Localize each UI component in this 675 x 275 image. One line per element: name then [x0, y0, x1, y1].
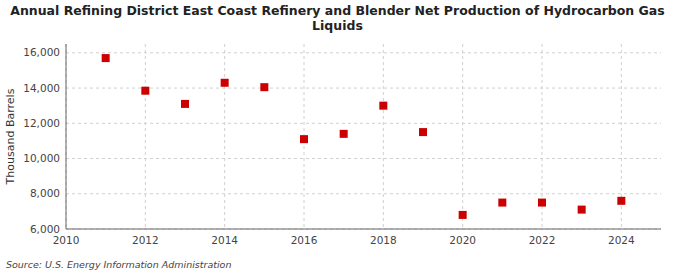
scatter-point — [538, 199, 546, 207]
scatter-point — [181, 100, 189, 108]
y-tick-label: 6,000 — [30, 223, 60, 235]
x-tick-label: 2022 — [529, 234, 556, 246]
source-note: Source: U.S. Energy Information Administ… — [6, 259, 231, 270]
y-tick-label: 16,000 — [23, 46, 60, 58]
scatter-point — [379, 102, 387, 110]
y-grid-line — [66, 229, 661, 230]
chart: Annual Refining District East Coast Refi… — [0, 0, 675, 275]
scatter-point — [578, 206, 586, 214]
scatter-point — [300, 135, 308, 143]
scatter-point — [419, 128, 427, 136]
scatter-point — [141, 87, 149, 95]
x-tick-label: 2016 — [291, 234, 318, 246]
y-tick-label: 8,000 — [30, 187, 60, 199]
x-axis-line — [66, 229, 661, 230]
y-tick-label: 14,000 — [23, 82, 60, 94]
scatter-point — [102, 54, 110, 62]
y-grid-line — [66, 193, 661, 194]
chart-container: Annual Refining District East Coast Refi… — [0, 0, 675, 275]
x-tick-label: 2024 — [608, 234, 635, 246]
y-grid-line — [66, 88, 661, 89]
x-tick-label: 2014 — [211, 234, 238, 246]
axes: 6,000 8,000 10,000 12,000 14,000 16,000 2010 20… — [23, 44, 661, 246]
scatter-point — [498, 199, 506, 207]
x-tick-label: 2018 — [370, 234, 397, 246]
y-tick-label: 10,000 — [23, 152, 60, 164]
chart-title: Annual Refining District East Coast Refi… — [10, 3, 665, 33]
chart-title-line: Liquids — [312, 18, 363, 33]
x-tick-label: 2020 — [449, 234, 476, 246]
x-grid-line — [383, 44, 384, 229]
x-tick-label: 2012 — [132, 234, 159, 246]
y-tick-label: 12,000 — [23, 117, 60, 129]
y-axis-line — [66, 44, 67, 229]
x-tick-label: 2010 — [53, 234, 80, 246]
scatter-point — [340, 130, 348, 138]
y-grid-line — [66, 52, 661, 53]
scatter-point — [617, 197, 625, 205]
scatter-point — [221, 79, 229, 87]
x-grid-line — [224, 44, 225, 229]
y-axis-label: Thousand Barrels — [4, 88, 17, 185]
x-grid-line — [145, 44, 146, 229]
chart-title-line: Annual Refining District East Coast Refi… — [10, 3, 665, 18]
grid — [66, 44, 661, 229]
scatter-point — [260, 83, 268, 91]
x-grid-line — [462, 44, 463, 229]
points — [102, 54, 626, 219]
x-grid-line — [66, 44, 67, 229]
y-grid-line — [66, 158, 661, 159]
scatter-point — [459, 211, 467, 219]
y-grid-line — [66, 123, 661, 124]
